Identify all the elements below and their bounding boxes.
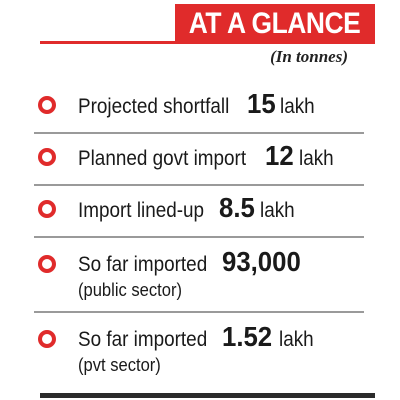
list-item-text: Planned govt import 12 lakh xyxy=(78,140,337,172)
facts-list: Projected shortfall 15 lakh Planned govt… xyxy=(34,82,364,386)
item-value: 12 xyxy=(265,140,294,171)
item-label: So far imported xyxy=(78,328,208,351)
bottom-rule xyxy=(40,393,375,398)
list-item: So far imported 93,000 (public sector) xyxy=(34,238,364,313)
circle-bullet-icon xyxy=(38,330,56,348)
item-sub-label: (pvt sector) xyxy=(78,355,161,375)
item-value: 15 xyxy=(246,88,276,119)
circle-bullet-icon xyxy=(38,148,56,166)
list-item: Planned govt import 12 lakh xyxy=(34,134,364,186)
circle-bullet-icon xyxy=(38,96,56,114)
circle-bullet-icon xyxy=(38,200,56,218)
unit-note: (In tonnes) xyxy=(270,47,348,66)
header-title-box: AT A GLANCE xyxy=(175,4,375,44)
header-rule xyxy=(40,41,175,44)
list-item-text: Projected shortfall 15 lakh xyxy=(78,88,319,120)
list-item: Projected shortfall 15 lakh xyxy=(34,82,364,134)
list-item: Import lined-up 8.5 lakh xyxy=(34,186,364,238)
item-sub-label: (public sector) xyxy=(78,280,183,300)
list-item-text: So far imported 93,000 (public sector) xyxy=(78,246,308,301)
item-label: So far imported xyxy=(78,253,208,276)
item-unit: lakh xyxy=(278,328,314,351)
item-unit: lakh xyxy=(259,199,295,222)
item-value: 8.5 xyxy=(218,192,255,223)
item-label: Projected shortfall xyxy=(78,95,230,118)
list-item-text: Import lined-up 8.5 lakh xyxy=(78,192,298,224)
item-unit: lakh xyxy=(280,95,315,118)
item-unit: lakh xyxy=(298,147,334,170)
list-item: So far imported 1.52 lakh (pvt sector) xyxy=(34,313,364,386)
item-value: 1.52 xyxy=(222,321,273,352)
item-label: Import lined-up xyxy=(78,199,205,222)
header-title: AT A GLANCE xyxy=(189,7,361,40)
item-value: 93,000 xyxy=(222,246,301,277)
item-label: Planned govt import xyxy=(78,147,247,170)
circle-bullet-icon xyxy=(38,255,56,273)
list-item-text: So far imported 1.52 lakh (pvt sector) xyxy=(78,321,318,376)
